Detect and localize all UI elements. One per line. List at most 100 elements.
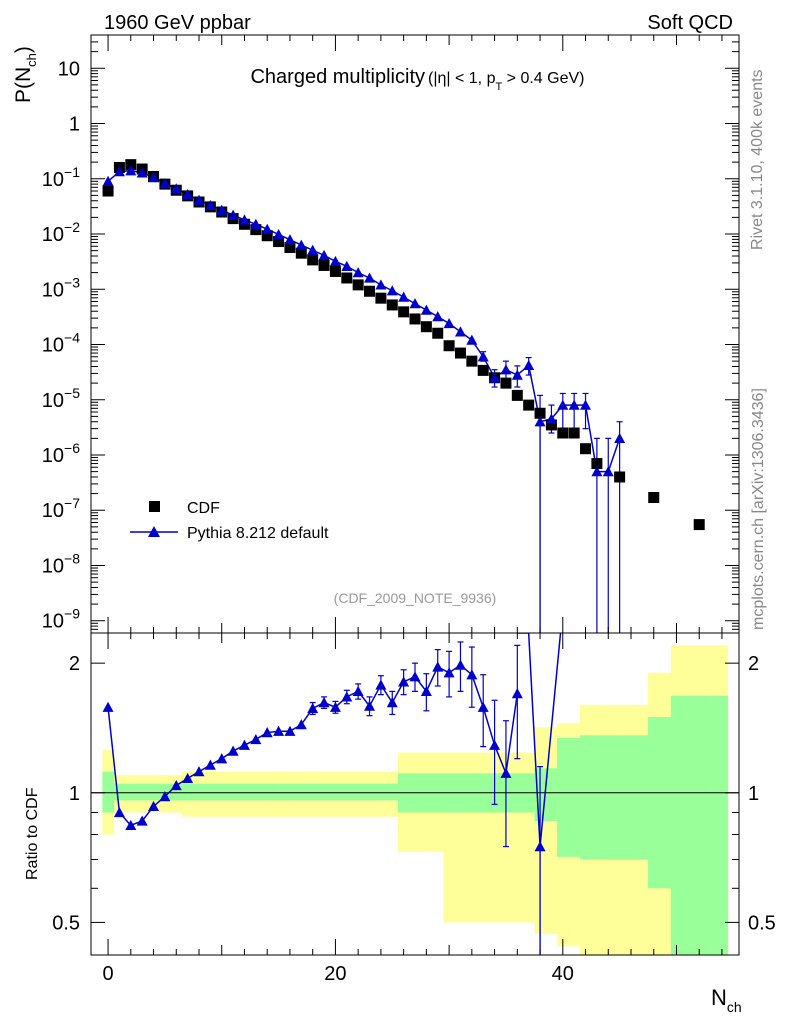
inner-band-bin [648,716,660,889]
ratio-line-segment [527,633,541,847]
ratio-data-point [420,685,432,697]
pythia-data-point [193,194,205,205]
main-y-tick-label: 10−5 [42,385,80,412]
pythia-data-point [284,234,296,245]
main-y-tick-label: 1 [69,114,80,136]
pythia-data-point [341,260,353,272]
inner-band-bin [682,695,695,955]
inner-band-bin [352,783,365,801]
pythia-data-point [602,466,614,477]
cdf-data-point [500,377,512,389]
ratio-data-point [170,779,182,791]
pythia-data-point [500,364,512,375]
ratio-data-point [511,688,523,699]
pythia-data-point [432,311,444,322]
ratio-data-point [398,676,410,687]
outer-band-bin [466,752,479,923]
inner-band-bin [716,695,729,955]
pythia-data-point [329,255,341,267]
pythia-data-point [386,285,398,296]
cdf-data-point [614,471,626,483]
cdf-data-point [534,407,546,419]
ratio-panel-frame [90,632,740,956]
cdf-data-point [511,389,523,401]
analysis-id-label: (CDF_2009_NOTE_9936) [334,590,497,606]
main-panel-frame [90,34,740,634]
inner-band-bin [307,783,319,801]
pythia-data-point [136,167,148,178]
ratio-data-point [318,697,330,708]
pythia-data-point [568,399,580,410]
outer-band-bin [443,752,456,923]
ratio-y-axis-label: Ratio to CDF [24,787,41,880]
cdf-data-point [352,279,364,291]
legend: CDF Pythia 8.212 default [130,500,329,542]
ratio-series [102,633,562,955]
ratio-data-point [454,659,466,670]
ratio-data-point [261,727,273,738]
outer-band-bin [454,752,467,923]
ratio-data-point [364,700,376,711]
ratio-data-point [295,719,307,730]
ratio-data-point [329,701,341,712]
inner-band-bin [636,735,649,860]
ratio-data-point [534,841,546,852]
ratio-y-tick-label-right: 1 [748,783,759,805]
inner-band-bin [591,735,604,860]
inner-band-bin [193,783,206,801]
pythia-data-point [523,359,535,370]
legend-cdf-label: CDF [187,500,220,517]
ratio-y-tick-label: 2 [69,653,80,675]
inner-band-bin [216,783,228,801]
inner-band-bin [113,783,126,801]
category-label: Soft QCD [647,12,733,34]
pythia-data-point [443,317,455,329]
ratio-data-point [182,772,194,784]
inner-band-bin [261,783,274,801]
plot-title-cuts: (|η| < 1, pT > 0.4 GeV) [428,70,584,93]
ratio-data-point [204,759,216,770]
ratio-data-point [273,725,285,736]
main-y-tick-base: 10 [42,390,64,412]
ratio-data-point [477,701,489,712]
main-y-tick-base: 10 [42,169,64,191]
main-y-tick-exponent: −6 [64,440,80,456]
pythia-data-point [591,466,603,477]
cdf-data-point [648,492,660,504]
inner-band-bin [341,783,353,801]
ratio-data-point [250,733,262,745]
cdf-data-point [432,327,444,339]
cdf-data-point [557,427,569,439]
cdf-data-point [420,321,432,333]
pythia-data-point [250,218,262,229]
cuts-text-sub: T [495,81,502,93]
pythia-data-point [227,209,239,220]
main-y-tick-exponent: −9 [64,606,80,622]
inner-band-bin [125,783,137,801]
cdf-data-point [477,364,489,376]
cdf-data-point [375,292,387,304]
ratio-line-segment [539,633,562,847]
pythia-data-point [420,304,432,315]
pythia-data-point [352,267,364,278]
main-y-tick-base: 10 [42,224,64,246]
inner-band-bin [284,783,297,801]
cdf-data-point [466,355,478,367]
cdf-data-point [318,259,330,271]
cdf-data-point [398,306,410,318]
pythia-line [107,169,621,473]
pythia-data-point [375,279,387,290]
pythia-data-point [398,291,410,302]
cdf-data-point [102,185,114,197]
main-series [102,159,705,633]
ratio-data-point [216,753,228,764]
inner-band-bin [568,738,581,857]
main-y-label-close: ) [12,46,35,53]
main-y-tick-exponent: −5 [64,385,80,401]
main-y-tick-base: 10 [42,611,64,633]
pythia-data-point [125,165,137,176]
main-y-tick-label: 10−4 [42,330,80,357]
main-y-tick-label: 10−2 [42,219,80,246]
inner-band-bin [329,783,342,801]
ratio-data-point [238,739,250,750]
